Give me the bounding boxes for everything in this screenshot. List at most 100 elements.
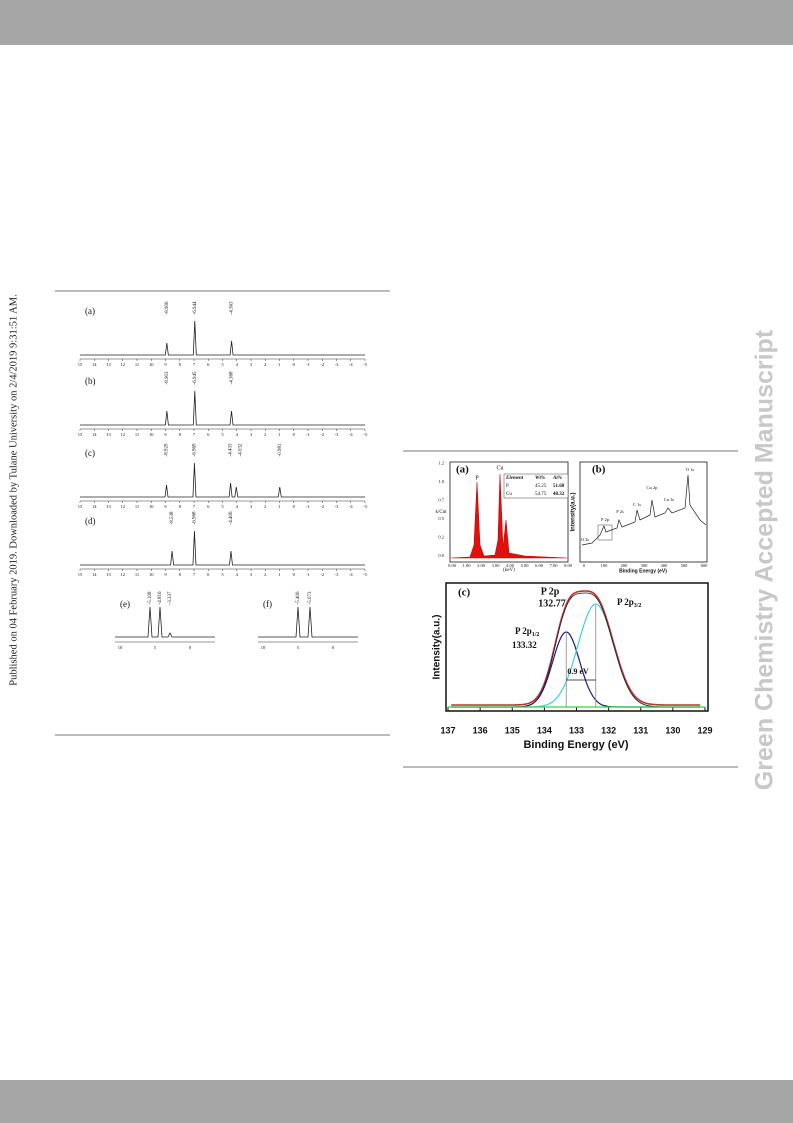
axis-title: Binding Energy (eV) [619,568,667,574]
tick-label: 2.00 [477,563,486,568]
axis-label: 9 [164,362,167,367]
axis-label: 14 [92,572,97,577]
side-note: Published on 04 February 2019. Downloade… [8,294,19,685]
tick-label: 200 [621,563,629,568]
axis-label: 14 [92,362,97,367]
panel-label: (c) [85,448,95,458]
axis-title: Intensity(a.u.) [571,492,577,531]
axis-label: 6 [207,504,210,509]
peak-label: -8.929 [165,443,170,456]
axis-label: 6 [207,362,210,367]
inset-box [597,524,613,541]
axis-label: 14 [92,432,97,437]
tick-label: 1.00 [463,563,472,568]
tick-label: 500 [681,563,689,568]
tick-label: 0.5 [438,516,444,521]
peak-label: -5.108 [148,591,153,604]
peak-label: -6.969 [193,443,198,456]
axis-label: 3 [250,504,253,509]
panel-label: (a) [85,306,95,316]
watermark: Green Chemistry Accepted Manuscript [751,329,779,790]
footer-bar [0,1080,793,1123]
axis-label: 1 [278,572,280,577]
axis-label: 5 [221,572,224,577]
axis-label: 0 [189,645,192,650]
axis-label: 12 [121,432,126,437]
axis-label: 10 [149,362,154,367]
axis-label: 13 [106,432,111,437]
axis-label: 2 [264,572,266,577]
axis-label: 9 [164,504,167,509]
axis-label: 7 [193,432,196,437]
peak-label: P 2p1/2 [515,626,539,638]
axis-label: -5 [363,362,367,367]
axis-label: -3 [335,504,339,509]
axis-label: 13 [106,362,111,367]
eds-frame [449,461,569,563]
axis-label: 5 [221,432,224,437]
axis-label: -2 [320,432,324,437]
axis-label: 8 [179,504,182,509]
peak-label: P 2p [541,586,560,597]
axis-label: 8 [179,362,182,367]
tick-label: 7.00 [550,563,559,568]
peak-label: 132.77 [538,598,566,609]
peak-label: -6.968 [193,511,198,524]
nmr-trace [80,320,365,356]
axis-label: 4 [236,572,239,577]
peak-label: P [475,475,479,481]
axis-label: 15 [78,504,83,509]
panel-label: (e) [120,599,130,609]
peak-label: P 2p [601,517,610,522]
peak-label: -5.073 [308,591,313,604]
axis-label: -3 [335,362,339,367]
peak-label: -3.337 [168,591,173,604]
table-header: Wt% [535,476,545,481]
tick-label: 100 [601,563,609,568]
peak-subscript: 3/2 [634,603,642,609]
tick-label: 0.7 [438,498,444,503]
nmr-trace [115,606,215,638]
axis-label: -4 [349,362,353,367]
tick-label: 8.00 [564,563,573,568]
survey-trace [581,474,707,546]
peak-label: -8.903 [165,371,170,384]
axis-label: -3 [335,432,339,437]
axis-label: 3 [250,572,253,577]
peak-label: Cu 2p [647,485,659,490]
axis-label: 5 [221,362,224,367]
axis-label: -3 [335,572,339,577]
axis-title: (keV) [503,568,515,573]
nmr-trace [80,462,365,498]
table-frame [503,473,569,499]
peak-label: P 2s [616,509,624,514]
tick-label: 131 [633,725,648,735]
axis-label: -5 [363,572,367,577]
axis-label: -1 [306,432,310,437]
table-header: At% [552,476,562,481]
axis-label: -4 [349,504,353,509]
tick-label: 600 [701,563,709,568]
axis-label: 12 [121,572,126,577]
tick-label: 1.2 [438,461,444,466]
peak-name: P 2p [617,597,634,607]
peak-label: O 2s [581,537,590,542]
panel-label: (b) [592,464,606,476]
peak-label: -4.032 [238,443,243,456]
axis-label: 4 [236,362,239,367]
tick-label: 135 [505,725,520,735]
tick-label: 0.00 [448,563,457,568]
peak-label: P 2p3/2 [617,597,641,609]
axis-label: -1 [306,504,310,509]
axis-label: 7 [193,504,196,509]
axis-label: 10 [149,432,154,437]
nmr-trace [258,606,358,638]
peak-label: -4.406 [229,511,234,524]
axis-label: 12 [121,504,126,509]
axis-label: 10 [261,645,266,650]
axis-label: 8 [179,432,182,437]
peak-label: O 1s [686,467,695,472]
nmr-trace [80,390,365,426]
axis-label: 11 [135,362,139,367]
